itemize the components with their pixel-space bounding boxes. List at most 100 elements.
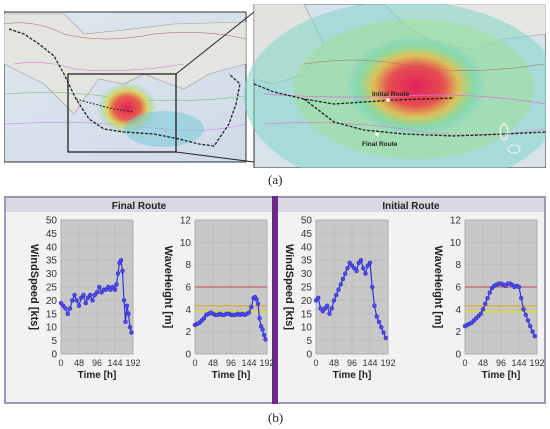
data-point (257, 316, 262, 321)
data-point (65, 311, 70, 317)
data-point (516, 284, 522, 290)
zoom-initial-route-label: Initial Route (372, 91, 410, 98)
data-point (260, 327, 265, 332)
y-tick-label: 15 (46, 309, 58, 320)
data-point (88, 292, 93, 298)
y-tick-label: 30 (46, 269, 58, 280)
data-point (521, 307, 526, 312)
data-point (480, 307, 486, 312)
data-point (123, 319, 128, 325)
x-axis-label: Time [h] (78, 370, 117, 381)
data-point (94, 290, 100, 295)
data-point (354, 268, 359, 274)
y-axis-label: WaveHeight [m] (432, 246, 444, 329)
data-point (334, 292, 339, 298)
y-tick-label: 50 (301, 216, 313, 227)
y-tick-label: 45 (46, 229, 58, 240)
data-point (340, 276, 346, 282)
data-point (363, 271, 368, 276)
chart-2: 0 2 4 6 8 10 12 0 48 96 144 192 Time [h] WaveHeight [… (162, 216, 275, 382)
data-point (483, 301, 488, 306)
overview-map (4, 11, 247, 163)
data-point (372, 303, 377, 308)
y-tick-label: 10 (450, 238, 462, 249)
y-tick-label: 35 (301, 256, 313, 267)
x-tick-label: 192 (529, 358, 544, 368)
data-point (115, 271, 121, 276)
y-tick-label: 4 (185, 305, 191, 316)
y-tick-label: 15 (301, 309, 313, 320)
y-tick-label: 2 (455, 327, 461, 338)
y-tick-label: 2 (185, 327, 191, 338)
y-tick-label: 10 (46, 323, 58, 334)
data-point (331, 298, 337, 303)
x-tick-label: 96 (92, 358, 102, 368)
data-point (358, 257, 364, 263)
zoom-final-route-label: Final Route (362, 141, 398, 148)
data-point (532, 333, 537, 339)
data-point (519, 295, 524, 301)
data-point (120, 268, 125, 274)
y-tick-label: 5 (306, 336, 312, 347)
y-tick-label: 12 (450, 216, 462, 227)
data-point (72, 292, 77, 298)
data-point (201, 316, 207, 321)
x-tick-label: 48 (208, 358, 218, 368)
x-tick-label: 0 (192, 358, 197, 368)
data-point (83, 300, 88, 306)
data-point (525, 318, 531, 323)
y-tick-label: 25 (301, 283, 313, 294)
data-point (383, 335, 388, 341)
x-tick-label: 48 (478, 358, 488, 368)
data-point (381, 330, 386, 335)
data-point (249, 304, 254, 310)
caption-a: (a) (268, 172, 283, 187)
y-tick-label: 50 (46, 216, 58, 227)
y-axis-label: WaveHeight [m] (162, 246, 174, 329)
y-tick-label: 20 (301, 296, 313, 307)
y-tick-label: 4 (455, 305, 461, 316)
y-tick-label: 12 (180, 216, 192, 227)
x-tick-label: 144 (107, 358, 122, 368)
data-point (118, 257, 124, 263)
data-point (112, 287, 118, 292)
data-point (329, 306, 334, 311)
data-point (263, 337, 268, 342)
data-point (121, 298, 127, 303)
data-point (70, 298, 75, 303)
x-tick-label: 48 (74, 358, 84, 368)
y-tick-label: 6 (185, 283, 191, 294)
x-tick-label: 0 (313, 358, 318, 368)
x-axis-label: Time [h] (482, 370, 521, 381)
data-point (530, 329, 535, 334)
final-route-header (6, 198, 272, 212)
final-route-title: Final Route (112, 201, 167, 212)
y-tick-label: 0 (455, 350, 461, 361)
data-point (254, 297, 259, 302)
x-tick-label: 192 (125, 358, 140, 368)
y-tick-label: 8 (185, 260, 191, 271)
caption-b: (b) (268, 410, 284, 425)
x-tick-label: 48 (329, 358, 339, 368)
data-point (97, 284, 102, 290)
data-point (343, 271, 348, 276)
data-point (316, 295, 321, 300)
y-tick-label: 6 (455, 283, 461, 294)
chart-4: 0 2 4 6 8 10 12 0 48 96 144 192 Time [h] WaveHeight [… (432, 216, 545, 382)
x-tick-label: 192 (259, 358, 274, 368)
x-tick-label: 0 (462, 358, 467, 368)
data-point (528, 323, 533, 329)
data-point (327, 311, 332, 317)
y-tick-label: 10 (301, 323, 313, 334)
charts-figure: Final Route Initial Route 05101520253035… (4, 196, 546, 404)
x-tick-label: 96 (226, 358, 236, 368)
y-tick-label: 40 (301, 242, 313, 253)
data-point (67, 306, 73, 311)
x-axis-label: Time [h] (333, 370, 372, 381)
y-axis-label: WindSpeed [kts] (283, 244, 295, 330)
data-point (114, 282, 119, 287)
zoom-map: Initial Route Final Route (244, 4, 546, 168)
y-axis-label: WindSpeed [kts] (28, 244, 40, 330)
x-tick-label: 96 (496, 358, 506, 368)
data-point (338, 282, 343, 287)
